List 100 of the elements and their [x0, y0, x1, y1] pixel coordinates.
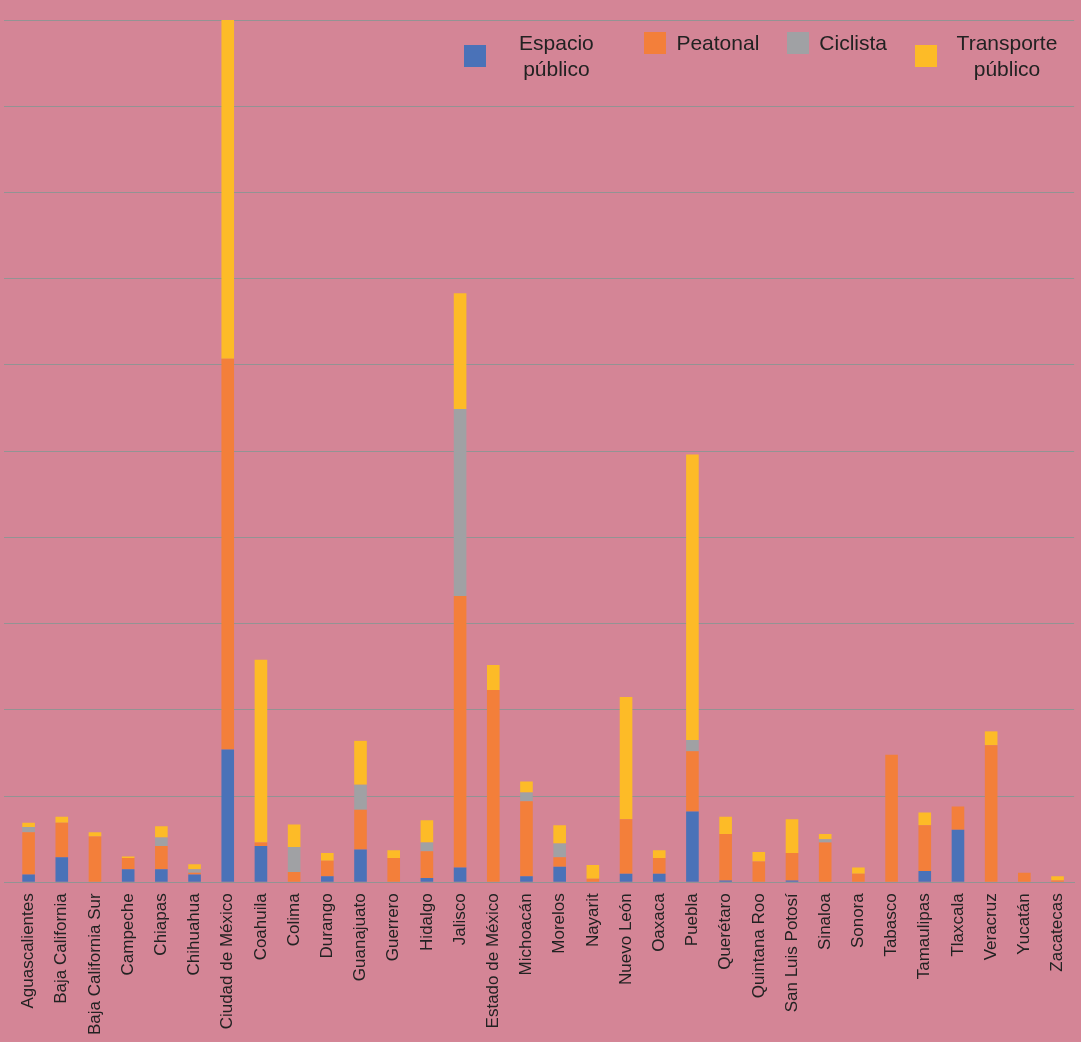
bar: [818, 833, 832, 840]
bar: [486, 689, 500, 882]
bar: [155, 846, 168, 870]
x-tick-label: Hidalgo: [416, 893, 436, 951]
bar: [321, 852, 334, 861]
x-tick-label: Colima: [283, 892, 303, 947]
bar: [287, 846, 301, 872]
bar: [520, 792, 533, 802]
x-tick-label: Zacatecas: [1047, 893, 1067, 972]
x-tick-label: Estado de México: [482, 893, 502, 1029]
x-tick-label: Puebla: [682, 892, 702, 947]
bar: [486, 664, 500, 690]
x-tick-label: Nuevo León: [615, 893, 635, 985]
bar: [586, 865, 600, 879]
bar: [254, 846, 268, 882]
bar: [1051, 876, 1064, 881]
legend-label: Espacio público: [518, 30, 595, 83]
x-tick-label: Ciudad de México: [217, 893, 237, 1030]
x-tick-label: Campeche: [117, 893, 137, 976]
bar: [553, 857, 566, 867]
bar: [984, 745, 998, 882]
bar: [652, 850, 666, 859]
bar: [652, 873, 666, 882]
bar: [155, 826, 168, 838]
bar: [984, 731, 998, 746]
x-tick-label: Quintana Roo: [748, 893, 768, 999]
x-tick-label: Nayarit: [582, 893, 602, 948]
bar: [686, 739, 699, 752]
bar: [586, 878, 600, 882]
bar: [155, 837, 168, 847]
bar: [619, 873, 633, 882]
bar: [22, 832, 35, 875]
bar: [951, 829, 965, 882]
bar: [354, 809, 367, 850]
bar: [88, 836, 102, 882]
x-tick-label: Chihuahua: [184, 892, 204, 976]
bar: [686, 454, 699, 740]
bar: [221, 358, 235, 750]
bar: [652, 858, 666, 874]
x-tick-label: Guanajuato: [350, 893, 370, 982]
bar: [818, 839, 832, 843]
bar: [121, 869, 135, 882]
bar: [918, 812, 932, 826]
bar: [155, 869, 168, 882]
x-tick-label: Morelos: [549, 893, 569, 954]
legend-label: Transporte público: [955, 30, 1059, 83]
bar: [453, 293, 467, 409]
bar: [121, 858, 135, 870]
legend-label: Peatonal: [676, 30, 760, 56]
x-tick-label: Sonora: [848, 892, 868, 949]
bar: [55, 816, 69, 823]
bar: [951, 806, 965, 830]
bar: [852, 873, 865, 882]
bar: [619, 696, 633, 820]
bar: [686, 811, 699, 882]
x-tick-label: Sinaloa: [814, 892, 834, 950]
bar: [354, 784, 367, 810]
bar: [1018, 872, 1031, 882]
x-tick-label: Tamaulipas: [914, 893, 934, 980]
bar: [553, 843, 566, 858]
bar: [22, 874, 35, 882]
bar: [852, 867, 865, 874]
bar: [287, 871, 301, 882]
bar: [520, 801, 533, 877]
bar: [221, 20, 235, 359]
bar: [188, 874, 201, 882]
bar: [885, 754, 898, 882]
bar: [387, 850, 401, 859]
bar: [22, 827, 35, 833]
bar: [420, 877, 434, 882]
x-tick-label: Oaxaca: [648, 892, 668, 952]
bar: [55, 857, 69, 882]
bar: [818, 842, 832, 882]
bar: [354, 849, 367, 882]
x-tick-label: Tabasco: [881, 893, 901, 957]
bar: [22, 822, 35, 828]
x-tick-label: Coahuila: [250, 892, 270, 961]
bar: [719, 816, 732, 834]
x-tick-label: Baja California: [51, 892, 71, 1004]
bar: [619, 819, 633, 874]
bar: [520, 781, 533, 793]
bar: [752, 861, 766, 882]
bar: [752, 852, 766, 862]
bar: [918, 825, 932, 872]
x-tick-label: San Luis Potosí: [781, 892, 801, 1013]
x-tick-label: Tlaxcala: [947, 892, 967, 957]
x-tick-label: Guerrero: [383, 893, 403, 962]
bar: [387, 858, 401, 882]
bar: [354, 740, 367, 785]
bar: [321, 876, 334, 882]
bar: [785, 819, 799, 853]
bar: [88, 832, 102, 837]
bar: [553, 866, 566, 882]
bar: [453, 867, 467, 882]
bar: [221, 749, 235, 882]
bar: [321, 860, 334, 877]
bar: [188, 864, 201, 870]
x-tick-label: Veracruz: [980, 893, 1000, 961]
bar: [55, 822, 69, 858]
bar: [453, 595, 467, 868]
